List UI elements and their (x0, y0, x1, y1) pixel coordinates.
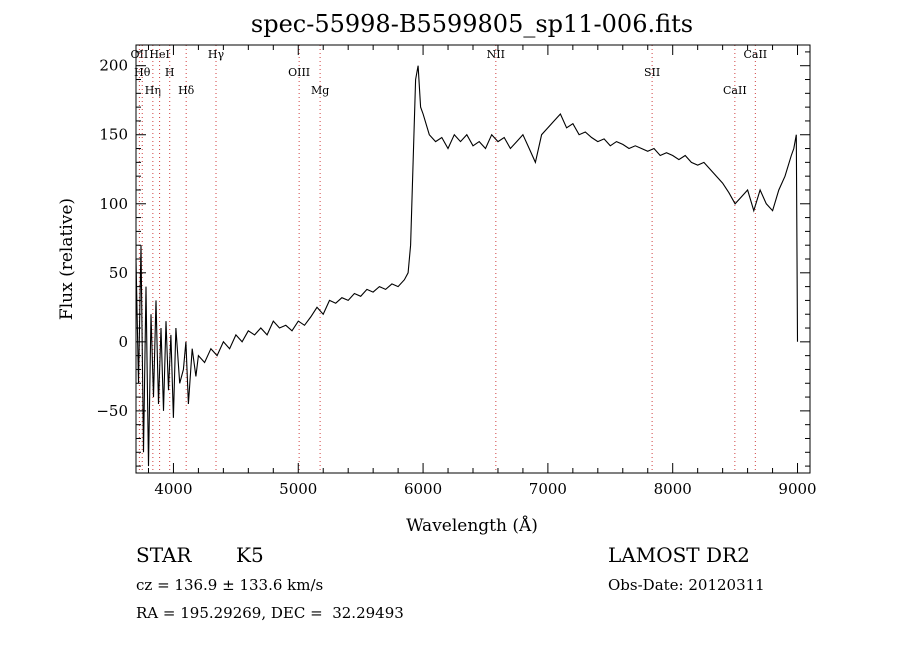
redshift-cz: cz = 136.9 ± 133.6 km/s (136, 576, 324, 594)
object-subclass: K5 (236, 543, 264, 567)
line-marker-label: HeI (149, 48, 169, 61)
line-marker-label: Hθ (134, 66, 151, 79)
x-tick-label: 4000 (154, 480, 192, 498)
observation-date: Obs-Date: 20120311 (608, 576, 765, 594)
line-marker-label: SII (644, 66, 660, 79)
axes-ticks: 4000 5000 6000 7000 8000 9000 −50 0 50 100 150 200 (96, 45, 817, 498)
survey-label: LAMOST DR2 (608, 543, 750, 567)
line-marker-label: H (165, 66, 175, 79)
y-tick-label: 50 (109, 264, 128, 282)
y-tick-label: −50 (96, 402, 128, 420)
line-marker-label: Hη (145, 84, 161, 97)
line-marker-label: CaII (723, 84, 747, 97)
object-class: STAR (136, 543, 192, 567)
line-marker-label: Hδ (178, 84, 195, 97)
x-tick-label: 8000 (654, 480, 692, 498)
line-marker-label: NII (487, 48, 505, 61)
sky-coordinates: RA = 195.29269, DEC = 32.29493 (136, 604, 404, 622)
y-tick-label: 0 (118, 333, 128, 351)
x-tick-label: 9000 (778, 480, 816, 498)
y-tick-label: 100 (99, 195, 128, 213)
spectrum-line (135, 65, 799, 467)
line-marker-label: OII (131, 48, 149, 61)
y-tick-label: 150 (99, 126, 128, 144)
x-tick-label: 5000 (279, 480, 317, 498)
line-marker-label: Hγ (208, 48, 225, 61)
x-axis-label: Wavelength (Å) (406, 515, 538, 536)
x-tick-label: 7000 (529, 480, 567, 498)
line-marker-label: Mg (311, 84, 329, 97)
chart-title: spec-55998-B5599805_sp11-006.fits (251, 10, 693, 38)
y-tick-label: 200 (99, 57, 128, 75)
plot-frame (135, 44, 811, 474)
line-marker-label: CaII (743, 48, 767, 61)
y-axis-label: Flux (relative) (57, 198, 77, 320)
x-tick-label: 6000 (404, 480, 442, 498)
line-marker-label: OIII (288, 66, 310, 79)
spectrum-series (135, 65, 799, 467)
